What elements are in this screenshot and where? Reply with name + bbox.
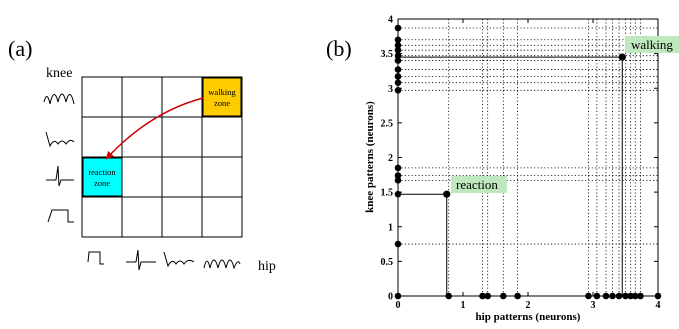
highlight-lines: [398, 56, 623, 296]
y-tick-labels: 0 0.5 1 1.5 2 2.5 3 3.5 4: [381, 15, 394, 303]
panel-a: (a) knee hip walking zone reaction zone: [8, 36, 276, 274]
x-axis-data-point: [484, 292, 492, 300]
data-points: [394, 24, 662, 300]
panel-b-label: (b): [326, 36, 352, 61]
knee-step-waveform-icon: [47, 209, 74, 223]
y-tick-label: 4: [388, 15, 393, 26]
reaction-annotation-label: reaction: [456, 177, 498, 192]
reaction-zone-label-line2: zone: [94, 178, 110, 188]
x-axis-data-point: [585, 292, 592, 300]
x-tick-label: 4: [656, 300, 661, 311]
y-axis-data-point: [394, 57, 402, 64]
y-axis-data-point: [394, 46, 402, 54]
walking-annotation: walking: [625, 36, 679, 53]
y-axis-data-point: [394, 42, 402, 49]
y-axis-data-point: [394, 164, 402, 172]
walking-zone-label-line2: zone: [214, 98, 230, 108]
y-tick-label: 2.5: [381, 118, 394, 129]
x-axis-data-point: [637, 292, 644, 300]
x-axis-data-point: [394, 292, 402, 300]
x-tick-label: 1: [461, 300, 466, 311]
x-axis-data-point: [627, 292, 634, 300]
knee-axis-label: knee: [46, 66, 72, 81]
walking-annotation-label: walking: [631, 37, 673, 52]
reaction-data-point: [443, 190, 451, 198]
y-axis-data-point: [394, 87, 402, 94]
y-tick-label: 3: [388, 84, 393, 95]
x-axis-data-point: [593, 292, 601, 300]
y-axis-data-point: [394, 172, 402, 179]
x-tick-labels: 0 1 2 3 4: [396, 300, 661, 311]
x-axis-data-point: [602, 292, 610, 300]
x-tick-label: 2: [526, 300, 531, 311]
y-axis-data-point: [394, 52, 402, 60]
walking-zone-label-line1: walking: [208, 87, 236, 97]
y-axis-data-point: [394, 73, 402, 80]
scatter-chart: 0 1 2 3 4 0 0.5 1 1.5 2 2.5 3 3.5 4 walking reaction…: [364, 15, 679, 323]
y-tick-label: 2: [388, 153, 393, 164]
walking-zone: walking zone: [202, 77, 242, 117]
x-tick-label: 3: [591, 300, 596, 311]
y-axis-data-point: [394, 190, 402, 198]
hip-axis-label: hip: [258, 259, 276, 274]
x-axis-data-point: [631, 292, 639, 300]
x-axis-data-point: [479, 292, 486, 300]
knee-oscillation-waveform-icon: [45, 131, 75, 148]
reaction-label-background: [451, 176, 507, 193]
x-axis-data-point: [654, 292, 662, 300]
hip-spike-waveform-icon: [126, 249, 156, 271]
transition-arrow: [105, 97, 204, 160]
walking-zone-cell: [202, 77, 242, 117]
y-axis-title: knee patterns (neurons): [364, 101, 376, 213]
y-axis-data-point: [394, 177, 402, 184]
x-axis-data-point: [445, 292, 453, 300]
y-axis-data-point: [394, 24, 402, 32]
y-axis-data-point: [394, 79, 402, 87]
hip-step-waveform-icon: [87, 251, 104, 265]
x-axis-title: hip patterns (neurons): [476, 311, 581, 323]
x-axis-data-point: [615, 292, 623, 300]
x-tick-label: 0: [396, 300, 401, 311]
y-axis-data-point: [394, 66, 402, 73]
y-tick-label: 0: [388, 292, 393, 303]
x-axis-data-point: [622, 292, 629, 300]
panel-a-label: (a): [8, 36, 32, 61]
reaction-annotation: reaction: [451, 176, 507, 193]
y-axis-data-point: [394, 36, 402, 44]
knee-walking-waveform-icon: [43, 93, 75, 105]
hip-oscillation-waveform-icon: [163, 251, 195, 268]
y-tick-label: 1: [388, 222, 393, 233]
y-tick-label: 3.5: [381, 49, 394, 60]
x-axis-data-point: [514, 292, 521, 300]
panel-b: (b) 0 1 2 3 4 0 0.5 1 1.5 2 2.5 3 3.5 4 walking reac…: [326, 15, 679, 323]
reaction-zone: reaction zone: [82, 157, 123, 197]
y-tick-label: 1.5: [381, 188, 394, 199]
dotted-guide-lines: [398, 19, 658, 296]
walking-data-point: [618, 53, 626, 61]
knee-spike-waveform-icon: [46, 165, 74, 187]
hip-walking-waveform-icon: [203, 259, 241, 270]
reaction-zone-cell: [82, 157, 123, 197]
x-axis-data-point: [500, 292, 507, 300]
walking-label-background: [625, 36, 679, 53]
y-axis-data-point: [394, 240, 402, 248]
y-tick-label: 0.5: [381, 257, 394, 268]
x-axis-data-point: [609, 292, 616, 300]
reaction-zone-label-line1: reaction: [88, 167, 116, 177]
